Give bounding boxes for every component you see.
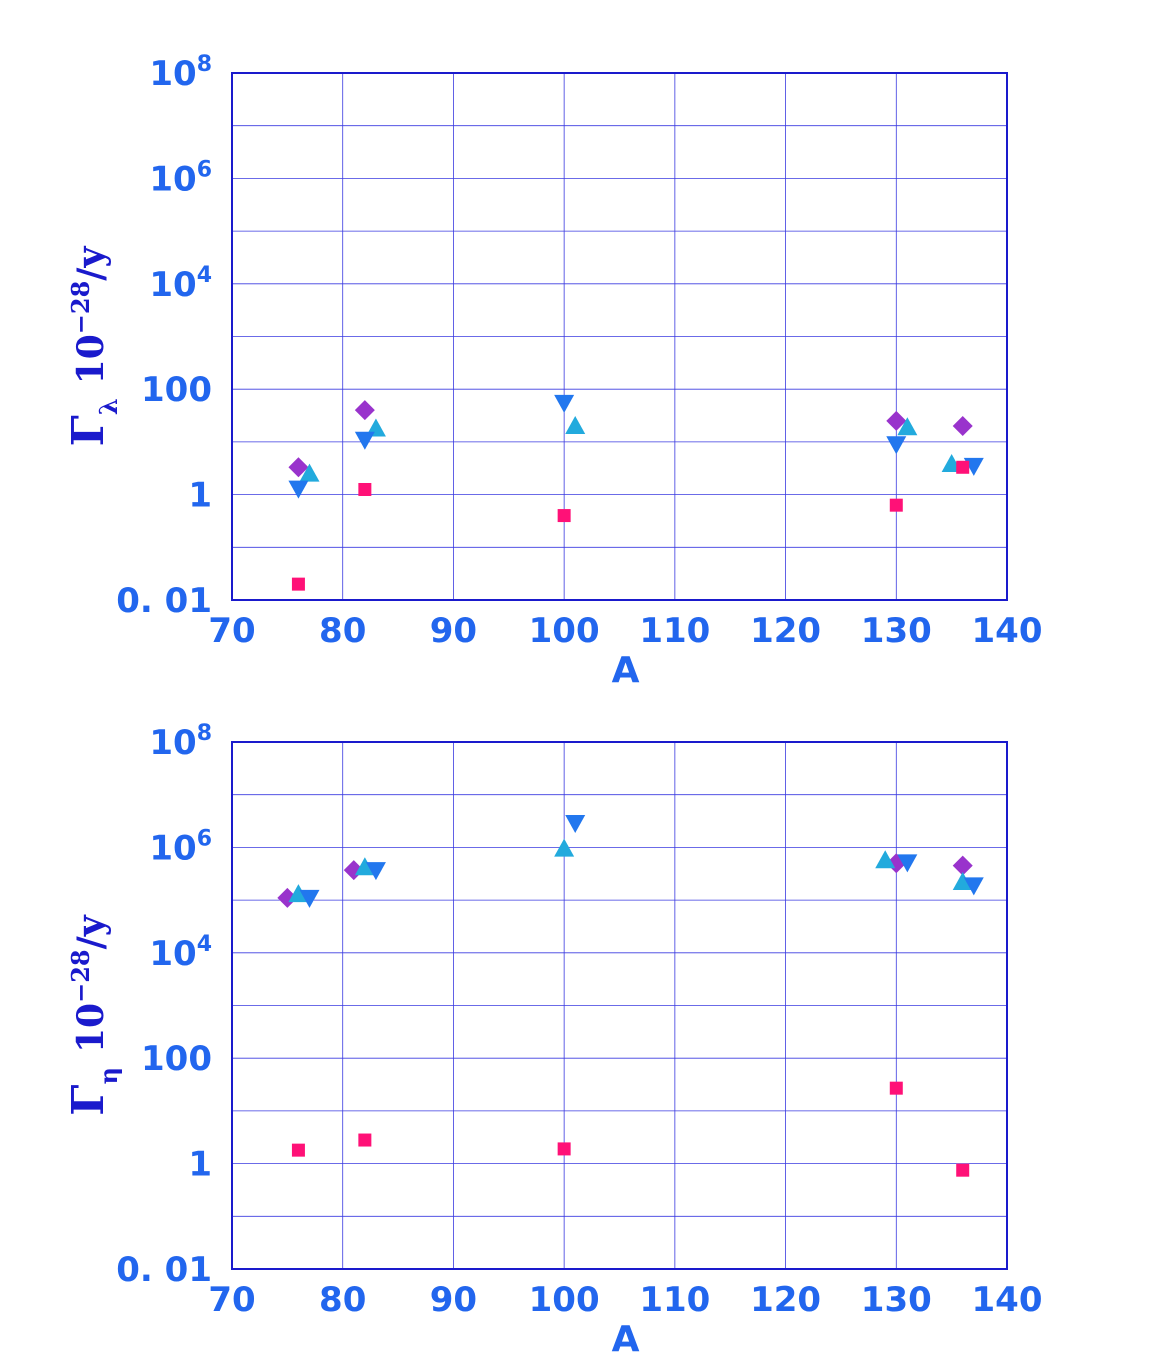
x-tick-label: 90 [430, 1280, 477, 1320]
plot-frame [231, 72, 1008, 601]
up-triangle-marker [897, 417, 918, 436]
y-tick-label: 100 [141, 370, 212, 410]
x-tick-label: 120 [750, 1280, 821, 1320]
y-tick-label: 0. 01 [116, 581, 212, 621]
x-tick-label: 70 [208, 611, 255, 651]
down-triangle-marker [886, 436, 907, 455]
diamond-marker [952, 855, 973, 876]
diamond-marker [277, 887, 298, 908]
x-tick-label: 80 [319, 611, 366, 651]
x-tick-label: 140 [972, 1280, 1043, 1320]
up-triangle-marker [952, 872, 973, 891]
y-tick-label: 108 [149, 52, 212, 94]
y-tick-label: 104 [149, 932, 212, 974]
x-tick-label: 100 [529, 1280, 600, 1320]
up-triangle-marker [875, 850, 896, 869]
y-axis-title: Γλ10−28/y [63, 246, 123, 447]
y-tick-label: 1 [188, 476, 212, 516]
up-triangle-marker [565, 416, 586, 435]
down-triangle-marker [354, 431, 375, 450]
square-marker [358, 1133, 372, 1147]
square-marker [889, 498, 903, 512]
y-tick-label: 1 [188, 1145, 212, 1185]
down-triangle-marker [288, 480, 309, 499]
diamond-marker [952, 416, 973, 437]
up-triangle-marker [299, 463, 320, 482]
square-marker [557, 1142, 571, 1156]
x-tick-label: 130 [861, 611, 932, 651]
down-triangle-marker [554, 394, 575, 413]
up-triangle-marker [554, 838, 575, 857]
x-tick-label: 110 [639, 1280, 710, 1320]
x-tick-label: 110 [639, 611, 710, 651]
x-tick-label: 90 [430, 611, 477, 651]
down-triangle-marker [299, 889, 320, 908]
top-chart-panel: 70 80 90 100 110 120 130 140 108 106 104 100 1 0. 01 A… [63, 52, 1042, 691]
y-tick-label: 104 [149, 263, 212, 305]
y-tick-label: 106 [149, 157, 212, 199]
down-triangle-marker [365, 862, 386, 881]
y-tick-label: 0. 01 [116, 1250, 212, 1290]
x-tick-label: 70 [208, 1280, 255, 1320]
diamond-marker [354, 400, 375, 421]
bottom-chart-panel: 70 80 90 100 110 120 130 140 108 106 104 100 1 0. 01 A… [63, 721, 1042, 1355]
x-tick-label: 120 [750, 611, 821, 651]
square-marker [557, 509, 571, 523]
square-marker [956, 1163, 970, 1177]
y-tick-label: 108 [149, 721, 212, 763]
diamond-marker [288, 457, 309, 478]
x-axis-title: A [612, 650, 640, 691]
x-tick-label: 100 [529, 611, 600, 651]
y-axis-title: Γη10−28/y [63, 914, 123, 1115]
up-triangle-marker [288, 884, 309, 903]
down-triangle-marker [897, 854, 918, 873]
square-marker [358, 482, 372, 496]
plot-frame [231, 741, 1008, 1270]
x-axis-title: A [612, 1319, 640, 1355]
down-triangle-marker [963, 877, 984, 896]
x-tick-label: 140 [972, 611, 1043, 651]
square-marker [889, 1081, 903, 1095]
square-marker [291, 1143, 305, 1157]
x-tick-label: 80 [319, 1280, 366, 1320]
up-triangle-marker [354, 857, 375, 876]
x-tick-label: 130 [861, 1280, 932, 1320]
down-triangle-marker [565, 815, 586, 834]
y-tick-label: 100 [141, 1039, 212, 1079]
square-marker [956, 460, 970, 474]
square-marker [291, 577, 305, 591]
y-tick-label: 106 [149, 826, 212, 868]
diamond-marker [886, 410, 907, 431]
